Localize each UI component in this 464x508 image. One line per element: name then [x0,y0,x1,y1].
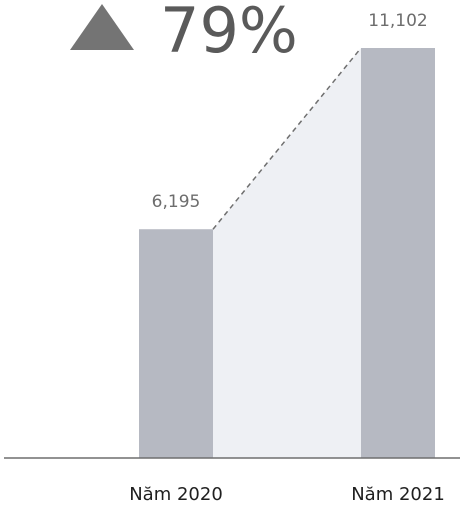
tick-label-2: Năm 2021 [351,484,445,505]
bar-2 [361,48,435,458]
growth-connector-line [212,47,362,230]
growth-connector-area [213,48,361,458]
value-label-2: 11,102 [368,11,427,31]
value-labels-group: 6,195 11,102 [152,11,428,212]
triangle-up-icon [70,4,134,50]
bars-group [139,48,435,458]
tick-labels-group: Năm 2020 Năm 2021 [129,484,445,505]
bar-1 [139,229,213,458]
value-label-1: 6,195 [152,192,201,212]
tick-label-1: Năm 2020 [129,484,223,505]
change-percentage: 79% [160,0,298,67]
